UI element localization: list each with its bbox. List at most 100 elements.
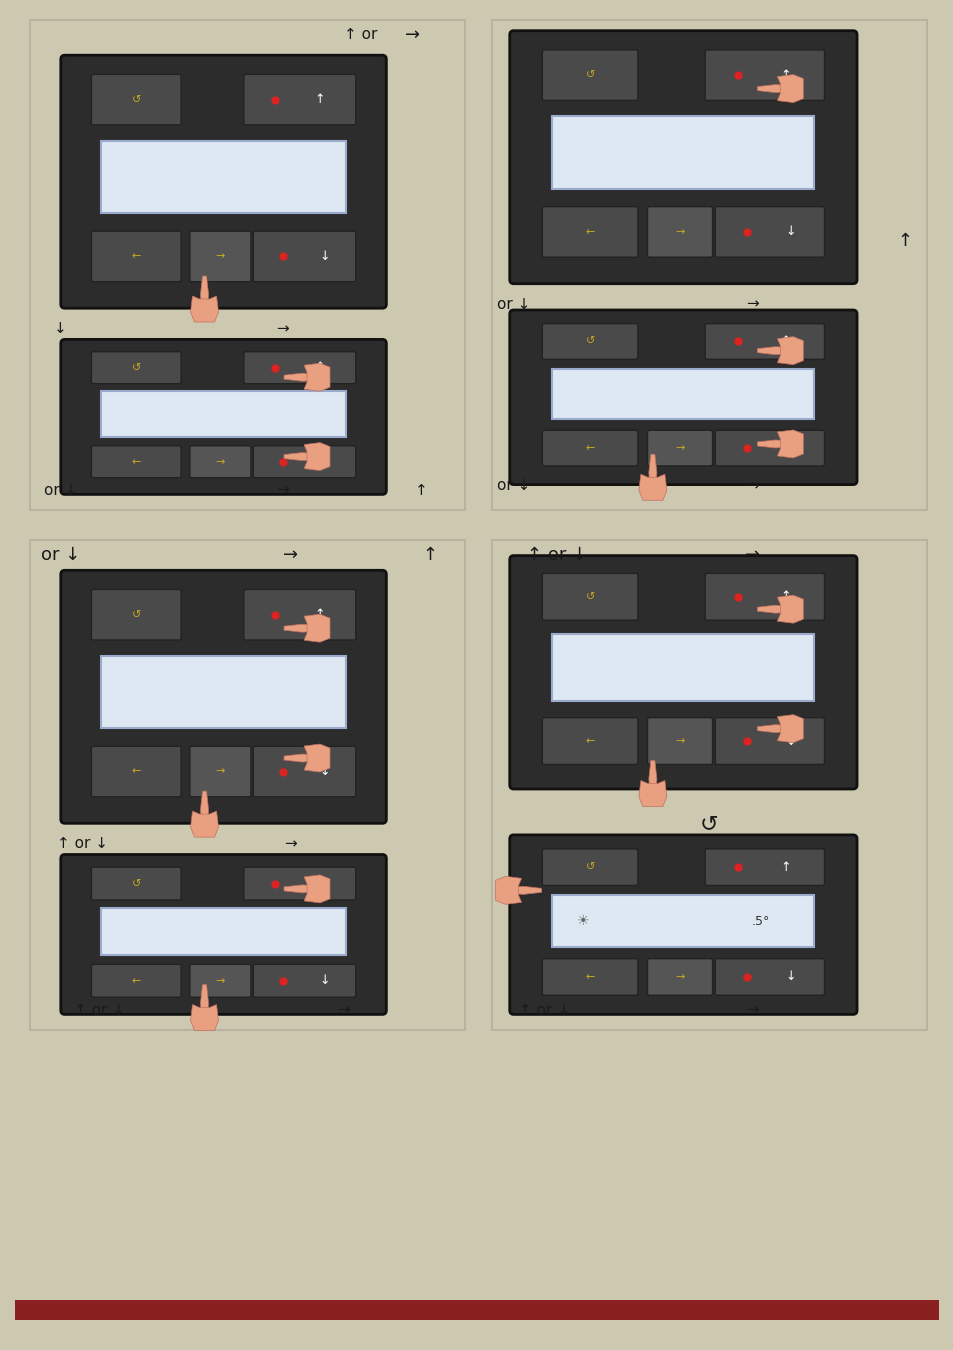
Polygon shape (757, 725, 793, 733)
Polygon shape (304, 744, 330, 772)
Text: ←: ← (132, 251, 141, 262)
FancyBboxPatch shape (541, 324, 638, 359)
Polygon shape (777, 714, 802, 743)
FancyBboxPatch shape (101, 909, 346, 954)
FancyBboxPatch shape (91, 352, 181, 383)
FancyBboxPatch shape (63, 57, 384, 69)
FancyBboxPatch shape (253, 964, 355, 998)
Text: ↺: ↺ (132, 879, 141, 888)
FancyBboxPatch shape (101, 392, 346, 436)
Text: →: → (746, 1003, 759, 1018)
FancyBboxPatch shape (552, 116, 814, 189)
FancyBboxPatch shape (190, 231, 251, 282)
FancyBboxPatch shape (704, 50, 823, 100)
Text: ↓: ↓ (785, 971, 796, 983)
FancyBboxPatch shape (61, 55, 386, 308)
Text: ☀: ☀ (576, 914, 588, 929)
FancyBboxPatch shape (91, 590, 181, 640)
Text: ↑: ↑ (422, 545, 437, 564)
Text: ←: ← (585, 972, 594, 981)
Text: →: → (275, 483, 289, 498)
Text: →: → (215, 456, 225, 467)
Text: →: → (675, 227, 684, 238)
FancyBboxPatch shape (63, 342, 384, 354)
Text: ↑ or ↓: ↑ or ↓ (518, 1003, 569, 1018)
Text: ↑: ↑ (314, 362, 324, 374)
Text: ←: ← (585, 227, 594, 238)
Polygon shape (757, 347, 793, 355)
FancyBboxPatch shape (541, 207, 638, 258)
Polygon shape (304, 443, 330, 471)
Polygon shape (191, 296, 218, 323)
Text: ↑: ↑ (897, 231, 912, 250)
Text: ↺: ↺ (585, 863, 594, 872)
Polygon shape (757, 605, 793, 613)
Text: ↺: ↺ (132, 610, 141, 620)
Text: ↑ or ↓: ↑ or ↓ (74, 1003, 125, 1018)
FancyBboxPatch shape (552, 895, 814, 948)
Text: ↑: ↑ (314, 609, 324, 621)
FancyBboxPatch shape (244, 590, 355, 640)
FancyBboxPatch shape (61, 570, 386, 824)
Text: ↑: ↑ (415, 483, 428, 498)
Text: →: → (215, 251, 225, 262)
Text: ↺: ↺ (700, 814, 718, 834)
FancyBboxPatch shape (244, 74, 355, 126)
FancyBboxPatch shape (541, 718, 638, 764)
Polygon shape (284, 452, 319, 460)
FancyBboxPatch shape (715, 431, 823, 466)
Text: ↺: ↺ (132, 363, 141, 373)
Polygon shape (304, 614, 330, 643)
Polygon shape (304, 875, 330, 903)
FancyBboxPatch shape (541, 574, 638, 620)
Text: ←: ← (132, 456, 141, 467)
Polygon shape (757, 85, 793, 93)
Text: ↑: ↑ (780, 590, 790, 603)
Polygon shape (777, 74, 802, 103)
Text: →: → (405, 26, 420, 43)
FancyBboxPatch shape (511, 837, 854, 849)
Text: or ↓: or ↓ (497, 297, 530, 312)
FancyBboxPatch shape (492, 20, 926, 510)
Text: →: → (746, 478, 759, 493)
Text: ↓: ↓ (318, 975, 329, 987)
Text: ↺: ↺ (585, 336, 594, 347)
FancyBboxPatch shape (63, 856, 384, 868)
Text: ↓: ↓ (318, 455, 329, 468)
Polygon shape (284, 373, 319, 381)
Text: ←: ← (585, 736, 594, 747)
FancyBboxPatch shape (244, 867, 355, 900)
FancyBboxPatch shape (511, 558, 854, 570)
FancyBboxPatch shape (30, 20, 464, 510)
Polygon shape (777, 595, 802, 624)
Text: ↺: ↺ (585, 591, 594, 602)
FancyBboxPatch shape (244, 352, 355, 383)
Text: or ↓: or ↓ (41, 545, 80, 564)
FancyBboxPatch shape (253, 446, 355, 478)
FancyBboxPatch shape (704, 324, 823, 359)
Text: ↑: ↑ (314, 878, 324, 890)
FancyBboxPatch shape (647, 207, 712, 258)
Text: ↓: ↓ (785, 225, 796, 239)
FancyBboxPatch shape (715, 718, 823, 764)
FancyBboxPatch shape (509, 310, 856, 485)
Text: ↑: ↑ (780, 335, 790, 348)
FancyBboxPatch shape (253, 747, 355, 796)
FancyBboxPatch shape (541, 50, 638, 100)
Text: →: → (215, 767, 225, 776)
FancyBboxPatch shape (715, 207, 823, 258)
FancyBboxPatch shape (253, 231, 355, 282)
FancyBboxPatch shape (541, 431, 638, 466)
Polygon shape (191, 811, 218, 837)
FancyBboxPatch shape (91, 964, 181, 998)
FancyBboxPatch shape (63, 572, 384, 585)
FancyBboxPatch shape (647, 431, 712, 466)
Polygon shape (648, 760, 657, 796)
FancyBboxPatch shape (91, 747, 181, 796)
Polygon shape (505, 887, 541, 894)
Polygon shape (284, 755, 319, 761)
FancyBboxPatch shape (715, 958, 823, 995)
Text: ↑: ↑ (314, 93, 324, 107)
Polygon shape (495, 876, 521, 904)
Text: .5°: .5° (751, 915, 769, 927)
